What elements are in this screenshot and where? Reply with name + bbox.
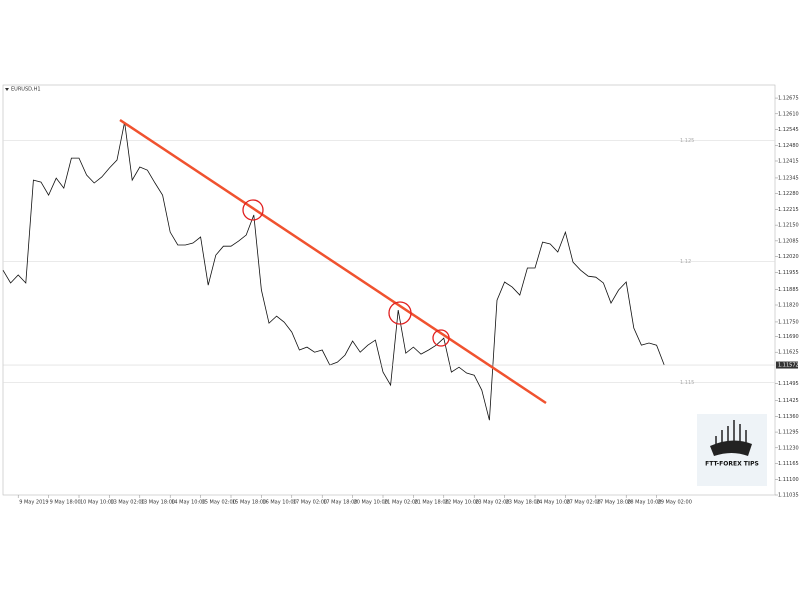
y-tick-label: 1.12345 xyxy=(778,175,799,181)
y-tick-label: 1.11495 xyxy=(778,381,799,387)
y-tick-label: 1.11625 xyxy=(778,350,799,356)
y-tick-label: 1.11955 xyxy=(778,270,799,276)
price-line xyxy=(2,121,665,421)
level-label: 1.125 xyxy=(680,138,694,144)
menu-arrow[interactable] xyxy=(5,88,9,91)
last-price-label: 1.11572 xyxy=(778,363,799,369)
trend-line xyxy=(119,118,547,405)
y-tick-label: 1.11230 xyxy=(778,445,799,451)
y-tick-label: 1.11295 xyxy=(778,430,799,436)
x-tick-label: 27 May 02:00 xyxy=(566,500,600,506)
x-tick-label: 28 May 10:00 xyxy=(627,500,661,506)
x-tick-label: 22 May 10:00 xyxy=(445,500,479,506)
touch-circle xyxy=(242,199,264,221)
x-tick-label: 21 May 18:00 xyxy=(414,500,448,506)
x-tick-label: 21 May 02:00 xyxy=(384,500,418,506)
y-tick-label: 1.11100 xyxy=(778,477,799,483)
x-tick-label: 27 May 18:00 xyxy=(597,500,631,506)
plot-frame xyxy=(2,84,776,496)
y-tick-label: 1.12545 xyxy=(778,127,799,133)
y-tick-label: 1.11035 xyxy=(778,493,799,499)
level-label: 1.115 xyxy=(680,380,694,386)
x-tick-label: 9 May 18:00 xyxy=(50,500,81,506)
y-tick-label: 1.11690 xyxy=(778,334,799,340)
x-tick-label: 23 May 02:00 xyxy=(475,500,509,506)
x-tick-label: 14 May 10:00 xyxy=(171,500,205,506)
x-tick-label: 20 May 10:00 xyxy=(354,500,388,506)
logo-shape xyxy=(710,440,752,456)
x-tick-label: 10 May 10:00 xyxy=(80,500,114,506)
y-tick-label: 1.11425 xyxy=(778,398,799,404)
x-tick-label: 9 May 2019 xyxy=(19,500,48,506)
level-label: 1.12 xyxy=(680,259,691,265)
x-tick-label: 15 May 02:00 xyxy=(202,500,236,506)
x-tick-label: 17 May 02:00 xyxy=(293,500,327,506)
x-tick-label: 17 May 18:00 xyxy=(323,500,357,506)
y-tick-label: 1.11885 xyxy=(778,287,799,293)
touch-circle xyxy=(432,329,450,347)
y-tick-label: 1.12675 xyxy=(778,96,799,102)
y-tick-label: 1.11820 xyxy=(778,303,799,309)
y-tick-label: 1.12150 xyxy=(778,223,799,229)
y-tick-label: 1.11750 xyxy=(778,319,799,325)
x-tick-label: 16 May 10:00 xyxy=(262,500,296,506)
x-tick-label: 24 May 10:00 xyxy=(536,500,570,506)
x-tick-label: 13 May 18:00 xyxy=(141,500,175,506)
x-tick-label: 13 May 02:00 xyxy=(110,500,144,506)
last-price-box xyxy=(776,361,798,369)
y-tick-label: 1.12480 xyxy=(778,143,799,149)
chart-title: EURUSD,H1 xyxy=(11,87,41,93)
y-tick-label: 1.12280 xyxy=(778,191,799,197)
x-tick-label: 29 May 02:00 xyxy=(658,500,692,506)
x-tick-label: 23 May 18:00 xyxy=(506,500,540,506)
y-tick-label: 1.11165 xyxy=(778,461,799,467)
y-tick-label: 1.11360 xyxy=(778,414,799,420)
touch-circle xyxy=(388,301,412,325)
y-tick-label: 1.12085 xyxy=(778,238,799,244)
y-tick-label: 1.12215 xyxy=(778,207,799,213)
y-tick-label: 1.12610 xyxy=(778,111,799,117)
x-tick-label: 15 May 18:00 xyxy=(232,500,266,506)
y-tick-label: 1.12020 xyxy=(778,254,799,260)
logo: FTT-FOREX TIPS xyxy=(697,414,767,486)
logo-text: FTT-FOREX TIPS xyxy=(705,461,759,468)
y-tick-label: 1.12415 xyxy=(778,158,799,164)
